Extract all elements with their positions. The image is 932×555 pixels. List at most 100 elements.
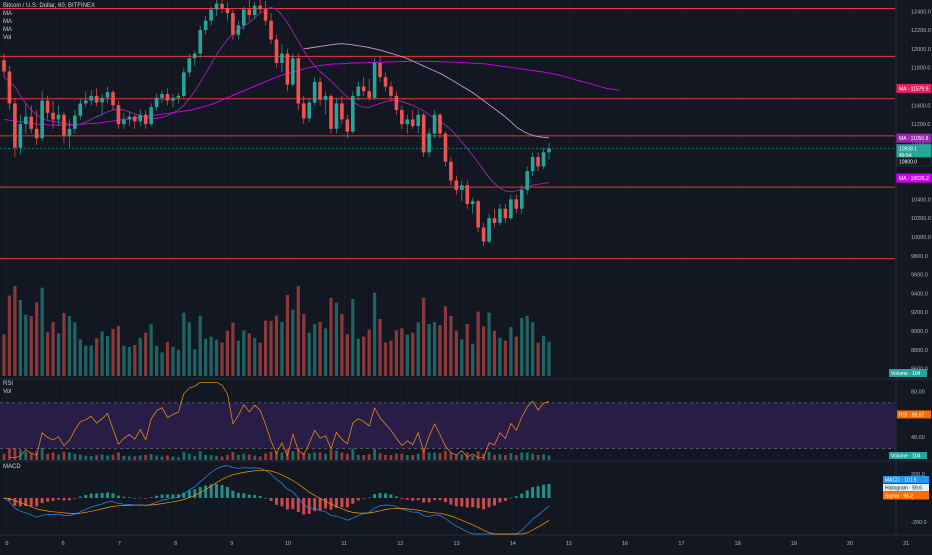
candle-body[interactable]: [242, 9, 246, 26]
ma-slow-line[interactable]: [3, 60, 620, 126]
candle-body[interactable]: [263, 9, 268, 21]
candle-body[interactable]: [285, 53, 290, 85]
candle-body[interactable]: [460, 185, 464, 190]
legend-macd[interactable]: MACD: [3, 464, 21, 470]
candle-body[interactable]: [78, 103, 83, 116]
candle-body[interactable]: [149, 107, 153, 125]
candle-body[interactable]: [67, 128, 72, 136]
candle-body[interactable]: [143, 114, 148, 125]
candle-body[interactable]: [138, 114, 143, 122]
candle-body[interactable]: [291, 58, 295, 85]
candle-body[interactable]: [334, 103, 339, 129]
candle-body[interactable]: [378, 63, 382, 78]
candle-body[interactable]: [530, 157, 535, 172]
candle-body[interactable]: [83, 100, 88, 104]
candle-body[interactable]: [236, 25, 241, 35]
candle-body[interactable]: [73, 115, 77, 129]
candle-body[interactable]: [203, 20, 208, 31]
candle-body[interactable]: [122, 119, 126, 125]
candle-body[interactable]: [100, 97, 104, 103]
rsi-line[interactable]: [9, 381, 550, 459]
candle-body[interactable]: [541, 152, 546, 167]
candle-body[interactable]: [476, 201, 480, 228]
candle-body[interactable]: [269, 20, 273, 40]
candle-body[interactable]: [340, 103, 344, 120]
candle-body[interactable]: [318, 81, 322, 100]
candle-body[interactable]: [182, 72, 186, 96]
candle-body[interactable]: [438, 114, 442, 134]
candle-body[interactable]: [13, 103, 17, 148]
candle-body[interactable]: [247, 9, 252, 16]
candle-body[interactable]: [410, 119, 415, 126]
candle-body[interactable]: [7, 71, 12, 104]
candle-body[interactable]: [296, 58, 301, 104]
signal-line[interactable]: [3, 469, 550, 535]
candle-body[interactable]: [111, 92, 115, 106]
candle-body[interactable]: [133, 116, 137, 122]
candle-body[interactable]: [307, 102, 311, 119]
candle-body[interactable]: [383, 77, 388, 87]
candle-body[interactable]: [514, 199, 519, 209]
candle-body[interactable]: [198, 30, 202, 54]
candle-body[interactable]: [209, 9, 213, 21]
candle-body[interactable]: [427, 133, 431, 153]
candle-body[interactable]: [405, 119, 410, 125]
candle-body[interactable]: [356, 86, 361, 96]
candle-body[interactable]: [258, 5, 262, 10]
candle-body[interactable]: [56, 114, 61, 120]
candle-body[interactable]: [345, 119, 350, 132]
ma-mid-line[interactable]: [303, 43, 550, 139]
candle-body[interactable]: [187, 58, 192, 73]
candle-body[interactable]: [40, 100, 44, 139]
candle-body[interactable]: [449, 161, 453, 181]
candle-body[interactable]: [421, 114, 426, 153]
candle-body[interactable]: [519, 189, 524, 209]
candle-body[interactable]: [432, 114, 437, 134]
candle-body[interactable]: [367, 91, 371, 98]
ma-fast-line[interactable]: [3, 7, 550, 193]
candle-body[interactable]: [24, 116, 28, 125]
candle-body[interactable]: [351, 95, 355, 132]
candle-body[interactable]: [443, 133, 448, 162]
candle-body[interactable]: [394, 95, 399, 111]
legend-ma-3[interactable]: MA: [3, 27, 12, 33]
candle-body[interactable]: [361, 86, 366, 92]
candle-body[interactable]: [51, 112, 55, 120]
candle-body[interactable]: [498, 208, 502, 223]
candle-body[interactable]: [105, 92, 110, 98]
candle-body[interactable]: [323, 95, 328, 100]
candle-body[interactable]: [2, 60, 6, 72]
candle-body[interactable]: [29, 116, 34, 129]
candle-body[interactable]: [225, 8, 230, 14]
legend-vol[interactable]: Vol: [3, 35, 12, 41]
candle-body[interactable]: [280, 53, 284, 63]
candle-body[interactable]: [252, 5, 257, 16]
candle-body[interactable]: [127, 116, 132, 120]
candle-body[interactable]: [536, 157, 540, 167]
legend-rsi[interactable]: RSI: [3, 381, 14, 387]
candle-body[interactable]: [89, 95, 93, 101]
legend-ma-2[interactable]: MA: [3, 19, 12, 25]
candle-body[interactable]: [34, 128, 39, 139]
legend-ma-1[interactable]: MA: [3, 11, 12, 17]
candle-body[interactable]: [547, 148, 551, 153]
candle-body[interactable]: [214, 3, 219, 10]
candle-body[interactable]: [454, 180, 459, 190]
candle-body[interactable]: [116, 105, 121, 125]
candle-body[interactable]: [487, 218, 491, 242]
macd-line[interactable]: [3, 465, 550, 535]
candle-body[interactable]: [94, 95, 99, 103]
candle-body[interactable]: [171, 97, 175, 101]
candle-body[interactable]: [389, 86, 393, 96]
candle-body[interactable]: [312, 81, 317, 103]
candle-body[interactable]: [372, 63, 377, 98]
candle-body[interactable]: [301, 103, 306, 119]
candle-body[interactable]: [509, 199, 513, 219]
candle-body[interactable]: [192, 53, 197, 59]
candle-body[interactable]: [45, 100, 50, 113]
candle-body[interactable]: [165, 94, 170, 101]
candle-body[interactable]: [465, 185, 470, 205]
candle-body[interactable]: [274, 39, 279, 63]
